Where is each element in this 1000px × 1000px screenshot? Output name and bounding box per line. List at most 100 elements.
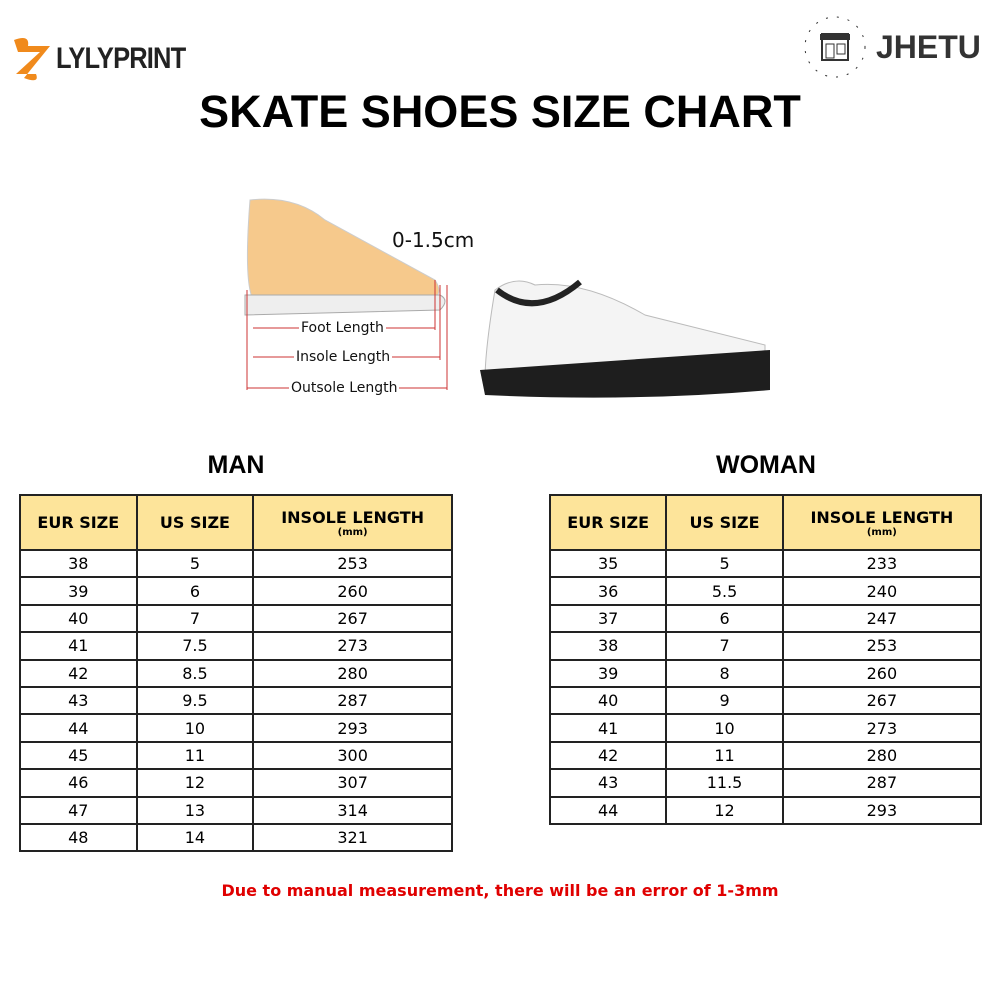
outsole-length-label: Outsole Length [289,380,400,396]
insole-length-cell: 273 [252,631,453,661]
eur-size-cell: 41 [548,713,668,743]
page-title: SKATE SHOES SIZE CHART [199,86,801,137]
us-size-cell: 7 [135,603,255,634]
table-row: 37 6 247 [548,603,983,634]
eur-size-cell: 44 [19,713,138,743]
woman-section-title: WOMAN [716,451,816,479]
insole-length-cell: 253 [252,548,453,579]
table-row: 40 9 267 [548,685,983,716]
measurement-note: Due to manual measurement, there will be… [221,881,779,900]
table-row: 41 7.5 273 [19,631,453,661]
table-row: 43 11.5 287 [548,768,983,798]
us-size-cell: 10 [135,713,255,743]
eur-size-cell: 42 [19,658,138,688]
table-row: 47 13 314 [19,795,453,825]
table-row: 48 14 321 [19,822,453,853]
header-insole: INSOLE LENGTH (mm) [781,494,983,551]
insole-length-cell: 260 [781,658,983,688]
us-size-cell: 7 [665,631,784,661]
lylyprint-logo: LYLYPRINT [10,34,208,84]
insole-length-cell: 233 [781,548,983,579]
table-header: EUR SIZE US SIZE INSOLE LENGTH (mm) [548,494,983,551]
insole-length-label: Insole Length [294,349,393,365]
us-size-cell: 6 [665,603,784,634]
insole-length-cell: 273 [781,713,983,743]
us-size-cell: 5 [665,548,784,579]
us-size-cell: 11 [665,740,784,771]
insole-length-cell: 287 [781,768,983,798]
header-eur: EUR SIZE [19,494,138,551]
insole-length-cell: 267 [781,685,983,716]
table-row: 39 6 260 [19,576,453,606]
insole-length-cell: 293 [252,713,453,743]
header-eur: EUR SIZE [548,494,668,551]
insole-length-cell: 321 [252,822,453,853]
man-size-table: EUR SIZE US SIZE INSOLE LENGTH (mm) 38 5 253 39… [19,494,453,853]
man-section-title: MAN [207,451,265,479]
insole-length-cell: 260 [252,576,453,606]
us-size-cell: 13 [135,795,255,825]
eur-size-cell: 48 [19,822,138,853]
woman-size-table: EUR SIZE US SIZE INSOLE LENGTH (mm) 35 5 233 36… [548,494,983,825]
eur-size-cell: 39 [548,658,668,688]
us-size-cell: 11 [135,740,255,771]
eur-size-cell: 45 [19,740,138,771]
us-size-cell: 9.5 [135,685,255,716]
table-row: 39 8 260 [548,658,983,688]
table-row: 42 8.5 280 [19,658,453,688]
header-insole-label: INSOLE LENGTH [810,507,954,527]
header-unit: (mm) [337,526,368,538]
us-size-cell: 12 [135,768,255,798]
eur-size-cell: 35 [548,548,668,579]
lylyprint-mark-icon [14,38,50,81]
us-size-cell: 8 [665,658,784,688]
table-row: 40 7 267 [19,603,453,634]
eur-size-cell: 44 [548,795,668,825]
eur-size-cell: 46 [19,768,138,798]
table-row: 38 5 253 [19,548,453,579]
eur-size-cell: 36 [548,576,668,606]
table-row: 43 9.5 287 [19,685,453,716]
foot-length-label: Foot Length [299,320,386,336]
jhetu-logo: JHETU [800,12,981,82]
eur-size-cell: 37 [548,603,668,634]
eur-size-cell: 43 [548,768,668,798]
table-row: 42 11 280 [548,740,983,771]
header-insole: INSOLE LENGTH (mm) [252,494,453,551]
eur-size-cell: 40 [548,685,668,716]
table-row: 46 12 307 [19,768,453,798]
table-row: 38 7 253 [548,631,983,661]
table-row: 44 10 293 [19,713,453,743]
us-size-cell: 5 [135,548,255,579]
eur-size-cell: 39 [19,576,138,606]
eur-size-cell: 47 [19,795,138,825]
us-size-cell: 9 [665,685,784,716]
insole-length-cell: 247 [781,603,983,634]
insole-length-cell: 307 [252,768,453,798]
insole-length-cell: 280 [252,658,453,688]
insole-length-cell: 287 [252,685,453,716]
us-size-cell: 11.5 [665,768,784,798]
us-size-cell: 5.5 [665,576,784,606]
insole-length-cell: 280 [781,740,983,771]
us-size-cell: 8.5 [135,658,255,688]
table-row: 35 5 233 [548,548,983,579]
eur-size-cell: 40 [19,603,138,634]
us-size-cell: 7.5 [135,631,255,661]
table-row: 44 12 293 [548,795,983,825]
insole-length-cell: 240 [781,576,983,606]
header-us: US SIZE [665,494,784,551]
table-header: EUR SIZE US SIZE INSOLE LENGTH (mm) [19,494,453,551]
us-size-cell: 14 [135,822,255,853]
us-size-cell: 12 [665,795,784,825]
insole-length-cell: 293 [781,795,983,825]
eur-size-cell: 42 [548,740,668,771]
eur-size-cell: 38 [548,631,668,661]
header-unit: (mm) [866,526,897,538]
foot-measurement-illustration [244,198,770,398]
insole-length-cell: 267 [252,603,453,634]
header-insole-label: INSOLE LENGTH [281,507,425,527]
toe-gap-label: 0-1.5cm [390,228,477,252]
eur-size-cell: 43 [19,685,138,716]
storefront-icon [804,16,866,78]
